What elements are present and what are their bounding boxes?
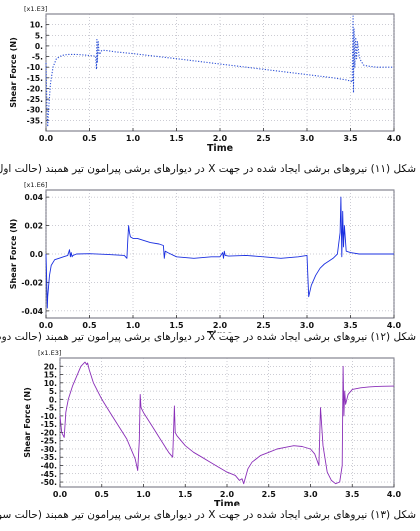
x-tick-label: 3.0 xyxy=(303,490,318,499)
x-tick-label: 2.0 xyxy=(213,134,228,143)
x-tick-label: 2.5 xyxy=(256,134,271,143)
y-tick-label: 5. xyxy=(35,31,43,40)
y-axis-label: Shear Force (N) xyxy=(23,387,32,458)
x-tick-label: 1.0 xyxy=(126,134,141,143)
y-tick-label: -25. xyxy=(27,95,44,104)
x-tick-label: 3.5 xyxy=(343,134,358,143)
y-tick-label: 0.04 xyxy=(24,193,43,202)
caption-12: شکل (۱۲) نیروهای برشی ایجاد شده در جهت X… xyxy=(0,331,416,343)
y-tick-label: -20. xyxy=(41,428,58,437)
chart-13: 0.0 0.5 1.0 1.5 2.0 2.5 3.0 3.5 4.0 20.15.10.5.0.… xyxy=(23,349,402,506)
x-tick-label: 2.5 xyxy=(256,321,271,330)
x-tick-label: 1.5 xyxy=(169,134,184,143)
x-tick-label: 1.0 xyxy=(126,321,141,330)
x-tick-label: 1.5 xyxy=(169,321,184,330)
y-tick-label: -5. xyxy=(32,53,43,62)
y-tick-label: 20. xyxy=(44,362,57,371)
y-tick-label: -10. xyxy=(41,412,58,421)
y-tick-label: -50. xyxy=(41,478,58,487)
caption-11: شکل (۱۱) نیروهای برشی ایجاد شده در جهت X… xyxy=(0,163,416,175)
y-tick-label: -25. xyxy=(41,437,58,446)
x-tick-label: 3.5 xyxy=(345,490,360,499)
y-tick-label: -45. xyxy=(41,470,58,479)
y-tick-label: 0. xyxy=(35,42,43,51)
y-tick-label: -0.04 xyxy=(21,307,43,316)
x-axis-label: Time xyxy=(207,143,233,154)
chart-11: 0.0 0.5 1.0 1.5 2.0 2.5 3.0 3.5 4.0 10.5. 0. -5.-10… xyxy=(9,5,402,154)
x-tick-label: 2.5 xyxy=(262,490,277,499)
y-axis-label: Shear Force (N) xyxy=(9,219,18,290)
y-tick-label: -35. xyxy=(41,453,58,462)
x-tick-label: 2.0 xyxy=(213,321,228,330)
figure-12: 0.0 0.5 1.0 1.5 2.0 2.5 3.0 3.5 4.0 0.04 0.02 0.0 -0… xyxy=(0,178,420,346)
y-tick-label: -30. xyxy=(41,445,58,454)
y-tick-label: -40. xyxy=(41,462,58,471)
caption-13: شکل (۱۳) نیروهای برشی ایجاد شده در جهت X… xyxy=(0,509,416,521)
y-tick-label: 15. xyxy=(44,371,57,380)
x-tick-label: 4.0 xyxy=(387,321,402,330)
y-tick-label: 0.02 xyxy=(24,222,43,231)
series-line xyxy=(45,15,394,128)
x-tick-label: 0.5 xyxy=(82,321,97,330)
figure-13: 0.0 0.5 1.0 1.5 2.0 2.5 3.0 3.5 4.0 20. 15. 10. 5. 0.… xyxy=(0,346,420,531)
y-tick-label: 0.0 xyxy=(30,250,43,259)
y-tick-label: -15. xyxy=(41,420,58,429)
x-tick-label: 0.0 xyxy=(39,134,54,143)
y-tick-label: 5. xyxy=(49,387,57,396)
plot-area xyxy=(59,357,395,488)
x-tick-label: 3.0 xyxy=(300,134,315,143)
x-tick-label: 0.0 xyxy=(39,321,54,330)
x-axis-label: Time xyxy=(214,499,240,506)
x-tick-label: 4.0 xyxy=(387,134,402,143)
y-tick-label: -35. xyxy=(27,116,44,125)
x-tick-label: 0.5 xyxy=(82,134,97,143)
y-axis-label: Shear Force (N) xyxy=(9,37,18,108)
x-tick-label: 1.5 xyxy=(178,490,193,499)
axis-multiplier: [x1.E3] xyxy=(38,349,61,357)
y-tick-label: -20. xyxy=(27,84,44,93)
axis-multiplier: [x1.E6] xyxy=(24,181,47,189)
y-tick-label: -30. xyxy=(27,106,44,115)
axis-multiplier: [x1.E3] xyxy=(24,5,47,13)
chart-12: 0.0 0.5 1.0 1.5 2.0 2.5 3.0 3.5 4.0 0.04 0.02 0.0 -0… xyxy=(9,181,402,333)
y-tick-label: -5. xyxy=(46,404,57,413)
series-line xyxy=(45,196,394,309)
x-tick-label: 4.0 xyxy=(387,490,402,499)
x-tick-label: 2.0 xyxy=(220,490,235,499)
figure-11: 0.0 0.5 1.0 1.5 2.0 2.5 3.0 3.5 4.0 10. 5. 0. -5. -10… xyxy=(0,0,420,178)
y-tick-label: -10. xyxy=(27,63,44,72)
x-tick-label: 3.0 xyxy=(300,321,315,330)
plot-area xyxy=(45,13,395,132)
y-tick-label: -15. xyxy=(27,74,44,83)
x-axis-label: Time xyxy=(207,330,233,333)
y-tick-label: 10. xyxy=(44,379,57,388)
x-tick-label: 0.0 xyxy=(53,490,68,499)
y-tick-label: 0. xyxy=(49,395,57,404)
y-tick-label: -0.02 xyxy=(21,278,43,287)
x-tick-label: 3.5 xyxy=(343,321,358,330)
x-tick-label: 1.0 xyxy=(136,490,151,499)
y-tick-label: 10. xyxy=(30,21,43,30)
series-line xyxy=(59,361,395,485)
x-tick-label: 0.5 xyxy=(95,490,110,499)
